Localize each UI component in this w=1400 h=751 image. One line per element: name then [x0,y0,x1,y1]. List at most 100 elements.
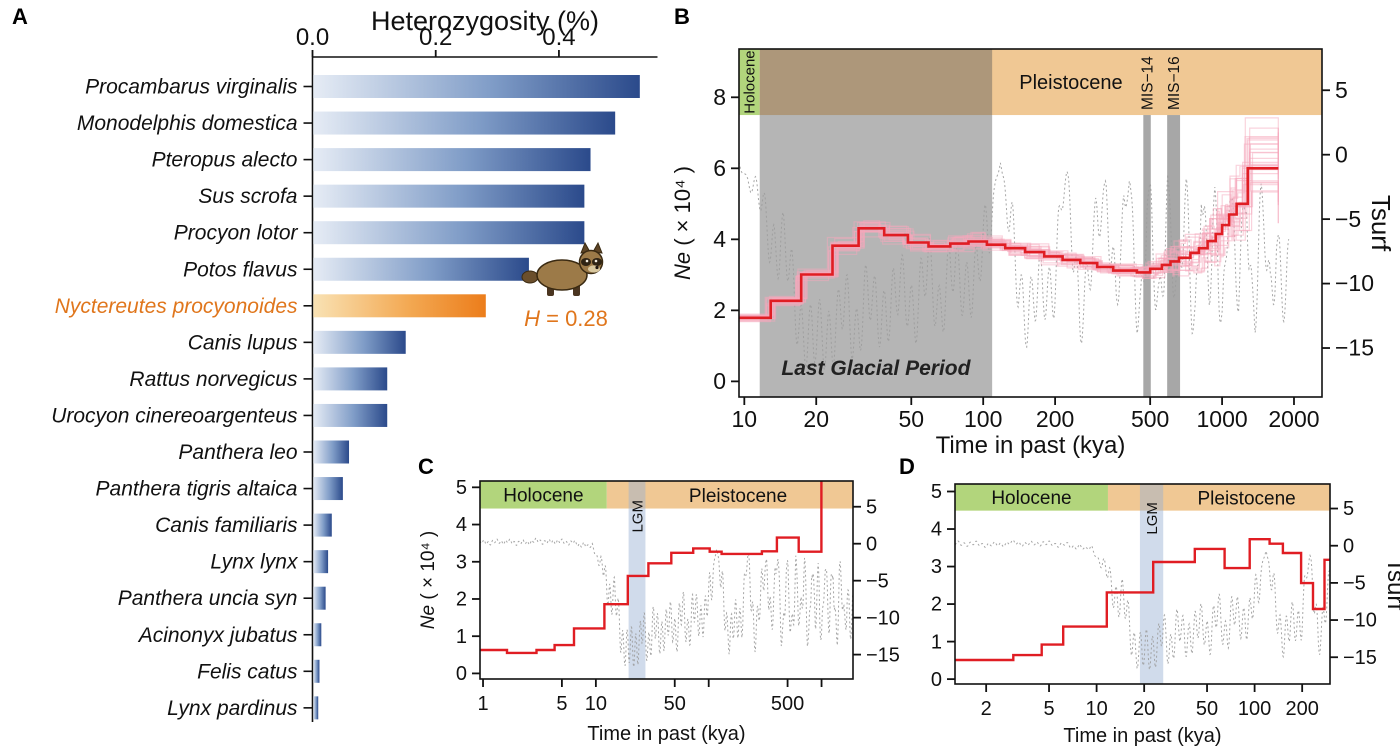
lgm-label: LGM [630,500,647,533]
y-tick-label-right: −5 [1335,206,1361,232]
y-tick-label-right: −5 [1343,573,1366,595]
tsurf-temperature-curve [955,539,1330,670]
holocene-band [739,49,760,116]
raccoon-dog-illustration [521,241,604,296]
x-axis-title: Time in past (kya) [587,723,745,745]
species-label: Procyon lotor [174,222,299,245]
bar [313,367,388,391]
x-tick-label: 0.4 [542,24,575,51]
holocene-label: Holocene [741,50,758,113]
bootstrap-line [739,127,1279,317]
x-tick-label: 2000 [1268,406,1319,432]
axis-box [954,483,1331,685]
x-tick-label: 1 [477,693,488,715]
species-label: Urocyon cinereoargenteus [51,404,298,427]
ne-step-line [480,481,823,655]
species-label: Panthera tigris altaica [96,478,298,501]
bar [313,75,640,98]
y-tick-label-right: −15 [1335,335,1374,361]
y-tick-label-left: 2 [456,589,467,611]
tsurf-temperature-curve [480,537,853,668]
y-tick-label-right: −15 [1343,647,1377,669]
x-tick-label: 5 [556,693,567,715]
mis-region [1143,115,1151,397]
y-tick-label-left: 3 [456,551,467,573]
y-tick-label-left: 1 [931,631,942,653]
species-label: Panthera leo [178,441,297,464]
last-glacial-period-label: Last Glacial Period [781,357,971,380]
bootstrap-line [739,132,1279,319]
x-axis-title: Time in past (kya) [936,432,1126,459]
y-tick-label-left: 2 [931,594,942,616]
species-label: Procambarus virginalis [85,76,298,99]
x-tick-label: 50 [664,693,686,715]
species-label: Panthera uncia syn [118,587,298,610]
bar [313,257,529,281]
y-tick-label-left: 1 [456,626,467,648]
bar [313,221,585,245]
x-tick-label: 100 [1238,698,1271,720]
y-tick-label-right: 5 [1343,498,1354,520]
y-tick-label-left: 4 [713,226,726,252]
x-axis-title: Time in past (kya) [1063,725,1221,747]
y-tick-label-left: 2 [713,297,726,323]
species-label: Canis lupus [188,331,298,354]
bar [313,148,591,172]
bootstrap-line [739,128,1279,318]
ne-step-line [955,538,1330,662]
bar [313,477,343,501]
lgm-label: LGM [1144,502,1161,535]
y-tick-label-right: 0 [1335,141,1348,167]
holocene-band [955,484,1108,511]
data-layer [955,538,1330,670]
panel-b-chart: Holocene Pleistocene Last Glacial Period MI… [670,48,1396,459]
y-axis-title-left: Ne ( × 10⁴ ) [418,531,439,629]
panel-c-label: C [418,454,434,479]
species-label: Pteropus alecto [152,149,298,172]
bar [313,550,329,574]
x-tick-label: 0.2 [419,24,452,51]
y-tick-label-right: −10 [1335,270,1374,296]
x-tick-label: 500 [1131,406,1169,432]
y-tick-label-left: 5 [456,477,467,499]
panel-a-chart: Heterozygosity (%) 0.0 0.2 0.4 Procambarus v… [51,6,658,722]
species-label: Rattus norvegicus [129,368,298,391]
bar [313,294,486,318]
x-tick-label: 500 [771,693,804,715]
axis-lines [311,56,658,722]
pleistocene-label: Pleistocene [1197,488,1295,509]
y-tick-label-left: 0 [456,663,467,685]
x-tick-label: 0.0 [296,24,329,51]
x-tick-label: 100 [964,406,1002,432]
species-label: Canis familiaris [155,514,298,537]
heterozygosity-annotation: H = 0.28 [524,306,608,331]
y-tick-label-left: 6 [713,155,726,181]
bar [313,111,616,135]
pleistocene-label: Pleistocene [1019,72,1122,94]
bar [313,184,585,208]
tsurf-temperature-curve [739,162,1290,370]
y-tick-label-left: 5 [931,481,942,503]
ne-step-line [739,167,1279,320]
species-label: Lynx pardinus [167,697,298,720]
data-layer [739,117,1290,370]
x-tick-label: 20 [803,406,829,432]
bar [313,403,388,427]
y-axis-title-right: Tsurf [1366,195,1396,252]
pleistocene-band [759,49,1322,116]
bar [313,659,320,683]
species-label: Acinonyx jubatus [137,624,298,647]
y-tick-label-left: 8 [713,84,726,110]
panel-a-label: A [12,4,28,29]
x-tick-label: 10 [1085,698,1107,720]
y-tick-label-right: −10 [866,607,900,629]
bar [313,696,319,720]
species-label: Nyctereutes procyonoides [55,295,298,318]
mis-label: MIS−14 [1140,56,1157,110]
x-tick-label: 10 [585,693,607,715]
y-tick-label-left: 4 [456,514,467,536]
holocene-label: Holocene [503,485,583,506]
y-tick-label-left: 0 [713,368,726,394]
